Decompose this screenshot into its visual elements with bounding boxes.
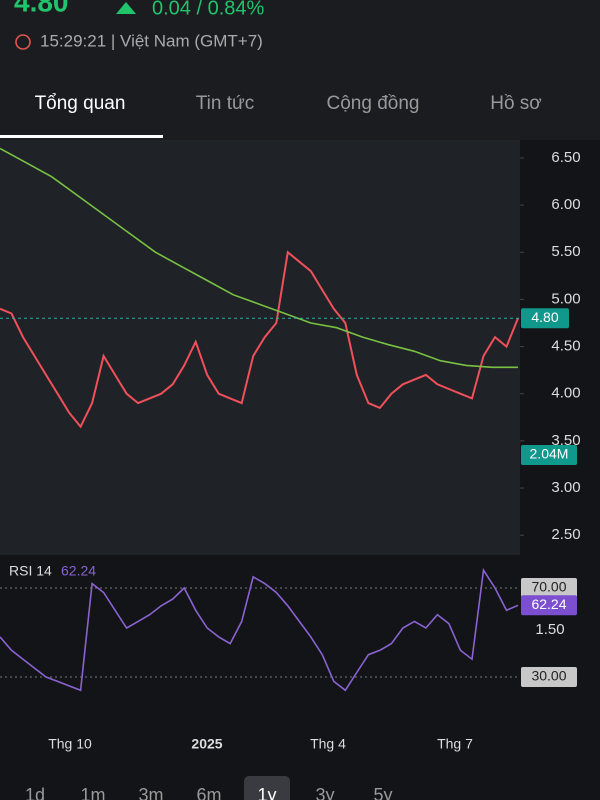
y-tick-label: 6.00 <box>551 196 580 213</box>
price-line <box>0 250 519 429</box>
timeframe[interactable]: 5y <box>373 785 392 800</box>
timeframe-selected <box>244 776 290 800</box>
tab[interactable]: Hồ sơ <box>490 93 542 114</box>
tab-underline <box>0 135 163 138</box>
x-label: Thg 10 <box>48 736 92 752</box>
y-tick-label: 4.50 <box>551 338 580 355</box>
price: 4.80 <box>14 0 69 17</box>
change: 0.04 / 0.84% <box>152 0 265 19</box>
timeframe[interactable]: 3m <box>138 785 163 800</box>
y-tick-label: 2.50 <box>551 526 580 543</box>
tab[interactable]: Tin tức <box>196 93 254 114</box>
y-tick-label: 5.00 <box>551 290 580 307</box>
timeframe[interactable]: 1y <box>257 785 276 800</box>
x-label: 2025 <box>191 736 222 752</box>
header-bg <box>0 0 600 70</box>
y-tick-label: 5.50 <box>551 243 580 260</box>
rsi-tick-label: 30.00 <box>531 668 566 684</box>
y-tick-label: 6.50 <box>551 149 580 166</box>
stray-axis-label: 1.50 <box>535 621 564 638</box>
rsi-value: 62.24 <box>61 563 96 579</box>
rsi-tag <box>521 578 577 599</box>
y-tick-label: 3.00 <box>551 479 580 496</box>
price-panel <box>0 140 520 555</box>
price-line <box>0 147 518 369</box>
rsi-value-tag <box>521 595 577 616</box>
last-price-tag <box>521 308 569 329</box>
rsi-tag <box>521 666 577 687</box>
tab[interactable]: Tổng quan <box>35 93 126 114</box>
timeframe-bar <box>0 774 600 800</box>
y-tick-label: 4.00 <box>551 385 580 402</box>
x-label: Thg 7 <box>437 736 473 752</box>
last-price-label: 4.80 <box>531 309 558 325</box>
rsi-line <box>0 567 519 692</box>
timeframe[interactable]: 6m <box>196 785 221 800</box>
volume-tag <box>521 445 577 465</box>
clock-icon <box>15 34 31 50</box>
rsi-title: RSI 14 <box>9 563 52 579</box>
volume-label: 2.04M <box>530 446 569 462</box>
timeframe[interactable]: 1d <box>25 785 45 800</box>
timeframe[interactable]: 1m <box>80 785 105 800</box>
up-arrow <box>116 2 136 14</box>
y-tick-label: 3.50 <box>551 432 580 449</box>
tabs-bg <box>0 70 600 140</box>
x-label: Thg 4 <box>310 736 346 752</box>
rsi-tick-label: 70.00 <box>531 579 566 595</box>
tab[interactable]: Cộng đồng <box>327 93 420 114</box>
timeframe[interactable]: 3y <box>315 785 334 800</box>
time: 15:29:21 | Việt Nam (GMT+7) <box>40 31 263 50</box>
rsi-value-label: 62.24 <box>531 596 566 612</box>
